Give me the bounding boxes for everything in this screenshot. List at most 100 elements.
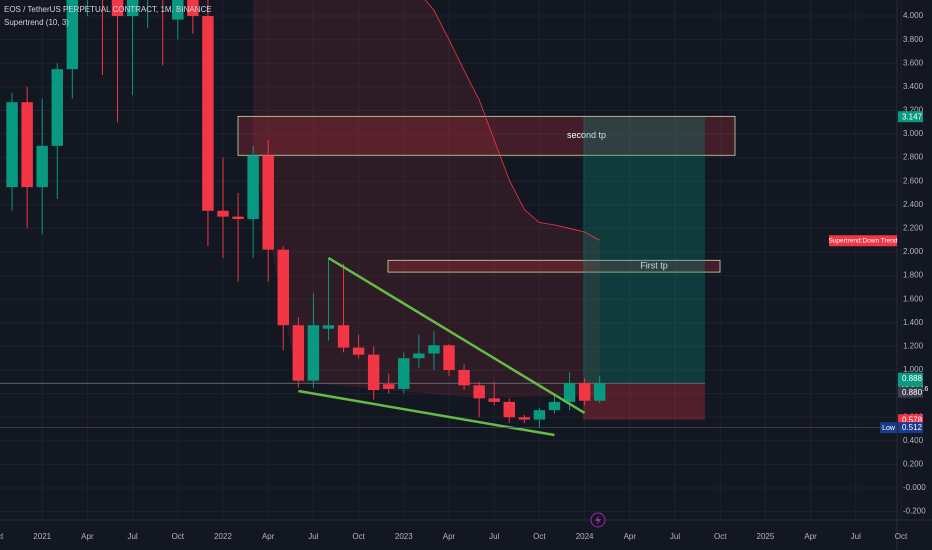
x-tick-label: Jul xyxy=(308,532,318,541)
candle-body xyxy=(6,102,18,188)
price-marker: 0.880 xyxy=(902,388,923,397)
price-marker-bg xyxy=(898,422,923,434)
y-tick-label: 3.200 xyxy=(903,106,924,115)
zone-label: second tp xyxy=(567,130,606,140)
y-tick-label: 1.800 xyxy=(903,271,924,280)
candle-body xyxy=(578,383,591,401)
x-tick-label: Jul xyxy=(489,532,499,541)
y-tick-label: 3.800 xyxy=(903,35,924,44)
y-tick-label: 3.000 xyxy=(903,129,924,138)
candle-body xyxy=(383,384,395,389)
candle-body xyxy=(51,69,63,146)
candle-body xyxy=(126,0,139,17)
price-marker: 0.512 xyxy=(902,423,923,432)
candle-body xyxy=(563,383,576,402)
candle-body xyxy=(518,417,531,420)
candle-body xyxy=(66,0,79,70)
x-tick-label: 2023 xyxy=(395,532,413,541)
candle-body xyxy=(21,102,33,188)
x-tick-label: Oct xyxy=(172,532,185,541)
axes: 4.000 3.800 3.600 3.400 3.200 3.000 2.800 2.600… xyxy=(0,11,926,541)
y-tick-label: 0.400 xyxy=(903,436,924,445)
zone-label: First tp xyxy=(640,261,668,271)
y-tick-label: 2.800 xyxy=(903,153,924,162)
x-tick-label: 2021 xyxy=(33,532,51,541)
indicator-label[interactable]: Supertrend (10, 3) xyxy=(4,18,69,27)
y-tick-label: 4.000 xyxy=(903,11,924,20)
y-tick-label: 2.600 xyxy=(903,176,924,185)
y-tick-label: -0.000 xyxy=(903,483,926,492)
candle-body xyxy=(488,398,500,402)
candle-body xyxy=(473,385,485,399)
candle-body xyxy=(533,410,546,420)
candle-body xyxy=(458,370,470,386)
y-tick-label: 1.400 xyxy=(903,318,924,327)
x-tick-label: 2024 xyxy=(576,532,594,541)
candle-body xyxy=(202,16,214,211)
price-marker-bg xyxy=(898,386,923,398)
candle-body xyxy=(232,216,244,219)
chart-title: EOS / TetherUS PERPETUAL CONTRACT, 1M, B… xyxy=(4,5,212,14)
candle-body xyxy=(398,358,410,389)
y-tick-label: 3.400 xyxy=(903,82,924,91)
trendline[interactable] xyxy=(327,256,586,415)
x-tick-label: Jul xyxy=(670,532,680,541)
y-tick-label: 2.200 xyxy=(903,224,924,233)
x-tick-label: Oct xyxy=(352,532,365,541)
candle-body xyxy=(548,401,561,411)
candle-body xyxy=(337,325,350,348)
candle-body xyxy=(367,354,380,391)
price-marker-bg xyxy=(898,111,923,123)
x-tick-label: Oct xyxy=(895,532,908,541)
x-tick-label: Apr xyxy=(804,532,817,541)
target-zone[interactable] xyxy=(237,115,736,156)
candle-body xyxy=(277,249,289,326)
indicator-tag-bg xyxy=(829,235,897,247)
x-tick-label: Apr xyxy=(443,532,456,541)
candle-body xyxy=(307,325,320,381)
y-tick-label: -0.200 xyxy=(903,507,926,516)
target-zone[interactable] xyxy=(387,259,721,273)
x-tick-label: 2022 xyxy=(214,532,232,541)
y-tick-label: 1.200 xyxy=(903,342,924,351)
x-tick-label: Jul xyxy=(127,532,137,541)
x-tick-label: Apr xyxy=(624,532,637,541)
x-tick-label: Apr xyxy=(81,532,94,541)
profit-area[interactable] xyxy=(583,116,705,384)
supertrend-fill xyxy=(253,0,600,398)
low-tag-bg xyxy=(880,422,897,434)
grid xyxy=(0,0,902,520)
x-tick-label: Apr xyxy=(262,532,275,541)
candle-body xyxy=(172,0,184,20)
price-marker: 3.147 xyxy=(902,112,923,121)
candle-body xyxy=(443,345,455,371)
plot-area: second tp First tp xyxy=(0,0,897,437)
x-tick-label: Jul xyxy=(851,532,861,541)
candle-body xyxy=(217,210,229,217)
y-tick-label: 3.600 xyxy=(903,58,924,67)
candle-body xyxy=(36,145,48,188)
candle-body xyxy=(247,155,259,219)
supertrend-line xyxy=(424,0,600,241)
candle-body xyxy=(428,345,440,354)
candle-body xyxy=(503,401,515,418)
x-tick-label: Oct xyxy=(714,532,727,541)
low-tag: Low xyxy=(882,425,896,432)
y-tick-label: 2.400 xyxy=(903,200,924,209)
candle-body xyxy=(593,383,606,401)
price-marker: 0.578 xyxy=(902,415,923,424)
candle-body xyxy=(292,325,305,381)
x-tick-label: Oct xyxy=(533,532,546,541)
x-tick-label: 2025 xyxy=(757,532,775,541)
y-tick-label: 1.600 xyxy=(903,294,924,303)
candle-body xyxy=(187,0,199,17)
y-tick-label: 2.000 xyxy=(903,247,924,256)
candle-body xyxy=(262,155,274,250)
price-marker-bg xyxy=(898,414,923,426)
x-tick-label: Oct xyxy=(0,532,4,541)
candle-body xyxy=(413,353,425,359)
indicator-tag: Supertrend:Down Trend xyxy=(828,237,897,244)
candle-body xyxy=(322,325,335,329)
